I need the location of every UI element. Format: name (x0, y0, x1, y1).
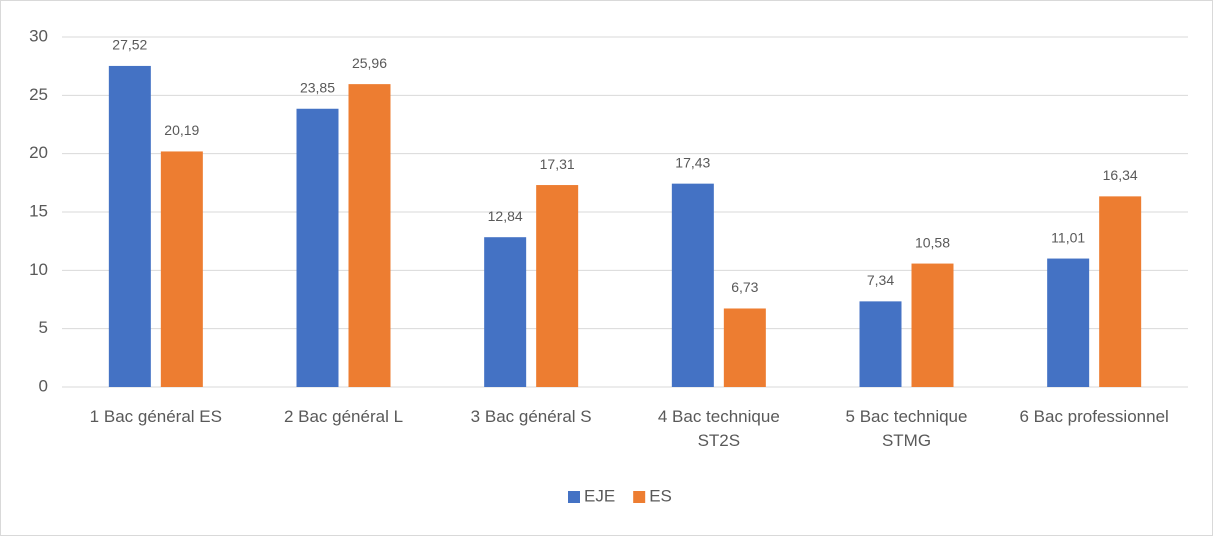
x-tick-label: 3 Bac général S (470, 407, 592, 426)
value-label: 7,34 (867, 272, 894, 288)
value-label: 6,73 (731, 279, 758, 295)
bar (484, 237, 527, 387)
y-tick-label: 10 (29, 260, 48, 279)
bar (108, 65, 151, 387)
value-label: 16,34 (1103, 167, 1138, 183)
x-tick-label: 5 Bac technique STMG (845, 407, 968, 450)
y-tick-label: 5 (39, 318, 48, 337)
bar (859, 301, 902, 387)
value-label: 17,31 (540, 156, 575, 172)
legend-swatch (568, 491, 580, 503)
legend-label: ES (649, 486, 672, 505)
value-label: 17,43 (675, 154, 710, 170)
value-label: 23,85 (300, 79, 335, 95)
bar (160, 151, 203, 387)
x-tick-label: 1 Bac général ES (89, 407, 222, 426)
y-tick-label: 30 (29, 26, 48, 45)
x-tick-label: 4 Bac technique ST2S (657, 407, 780, 450)
value-label: 10,58 (915, 234, 950, 250)
bar (723, 308, 766, 387)
bar (671, 183, 714, 387)
value-label: 20,19 (164, 122, 199, 138)
bar (911, 263, 954, 387)
legend-label: EJE (584, 486, 615, 505)
bar (296, 108, 339, 387)
y-tick-label: 25 (29, 85, 48, 104)
bar (536, 185, 579, 387)
legend-swatch (633, 491, 646, 503)
y-tick-label: 0 (39, 376, 48, 395)
bar (348, 84, 391, 387)
value-label: 27,52 (112, 37, 147, 53)
bar (1047, 258, 1090, 387)
y-tick-label: 20 (29, 143, 48, 162)
value-label: 11,01 (1051, 229, 1085, 245)
bar (1099, 196, 1142, 387)
value-label: 25,96 (352, 55, 387, 71)
x-tick-label: 6 Bac professionnel (1019, 407, 1169, 426)
y-tick-label: 15 (29, 201, 48, 220)
value-label: 12,84 (488, 208, 523, 224)
x-tick-label: 2 Bac général L (283, 407, 404, 426)
